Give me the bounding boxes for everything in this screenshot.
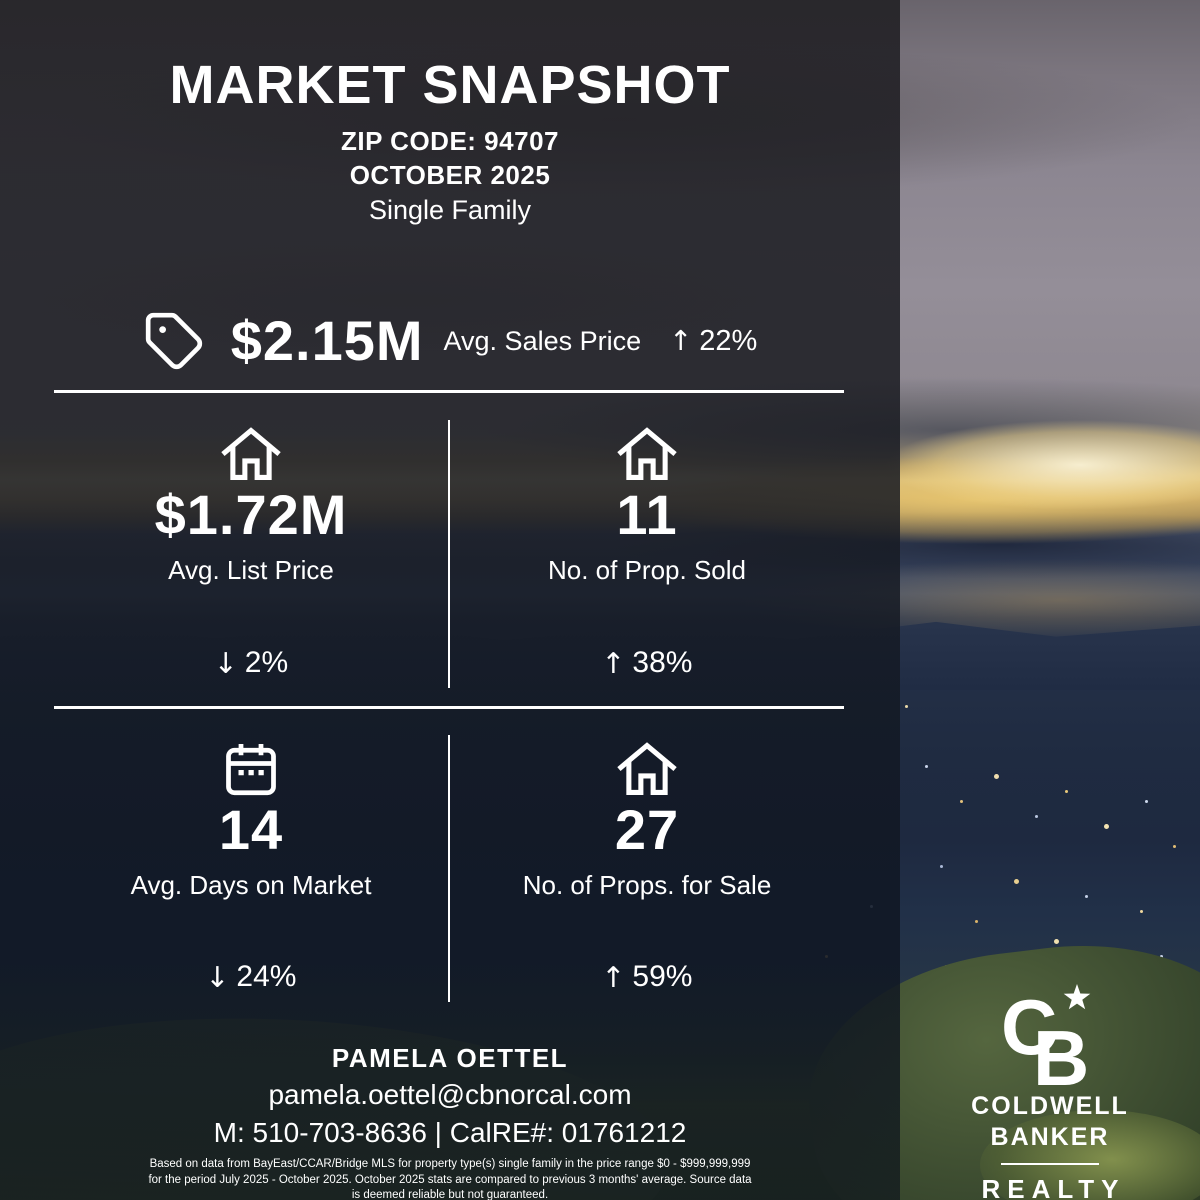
stats-row-top: $1.72M Avg. List Price ↓ 2% 11 No. of Pr… [54, 416, 844, 692]
meadow-patch [980, 1110, 1200, 1200]
svg-text:B: B [1033, 1014, 1089, 1088]
month-line: OCTOBER 2025 [349, 160, 551, 190]
delta-percent: 59% [632, 960, 693, 993]
svg-text:C: C [1001, 983, 1057, 1071]
disclaimer-text: Based on data from BayEast/CCAR/Bridge M… [148, 1158, 752, 1200]
brand-banker: BANKER [990, 1123, 1110, 1151]
cb-monogram-icon: C B [1001, 983, 1091, 1088]
city-lights [905, 705, 908, 708]
stat-value: 11 [616, 483, 678, 546]
delta-percent: 38% [632, 646, 693, 679]
brand-divider [1001, 1163, 1099, 1165]
tag-icon [143, 310, 215, 372]
calendar-icon [219, 739, 283, 799]
stat-label: No. of Props. for Sale [522, 869, 772, 900]
avg-sales-price-row: $2.15M Avg. Sales Price ↑ 22% [0, 300, 900, 382]
coldwell-banker-logo: C B COLDWELL BANKER REALTY [928, 982, 1172, 1200]
arrow-up-icon: ↑ [669, 325, 693, 357]
divider-vertical-top [448, 420, 450, 688]
property-type-line: Single Family [368, 195, 532, 225]
brand-coldwell: COLDWELL [971, 1092, 1129, 1120]
stat-props-for-sale: 27 No. of Props. for Sale ↑ 59% [450, 731, 844, 1006]
divider-vertical-bottom [448, 735, 450, 1002]
content-panel: MARKET SNAPSHOT ZIP CODE: 94707 OCTOBER … [0, 55, 900, 1200]
dark-overlay-panel [0, 0, 900, 1200]
zip-code-line: ZIP CODE: 94707 [340, 126, 559, 156]
avg-sales-price-value: $2.15M [230, 309, 424, 372]
agent-name: PAMELA OETTEL [331, 1043, 569, 1073]
stat-delta: ↓ 2% [214, 646, 288, 680]
stat-value: $1.72M [154, 483, 348, 546]
brand-realty: REALTY [981, 1174, 1126, 1200]
arrow-up-icon: ↑ [601, 646, 626, 680]
delta-percent: 24% [236, 960, 297, 993]
stat-label: Avg. Days on Market [130, 869, 372, 900]
arrow-down-icon: ↓ [213, 646, 238, 680]
agent-phone-license: M: 510-703-8636 | CalRE#: 01761212 [213, 1117, 687, 1148]
divider-horizontal-top [54, 390, 844, 393]
house-icon [219, 424, 283, 484]
stat-value: 27 [614, 798, 680, 861]
page-title: MARKET SNAPSHOT [169, 55, 731, 115]
agent-email: pamela.oettel@cbnorcal.com [268, 1079, 632, 1110]
stat-label: Avg. List Price [168, 554, 334, 585]
house-icon [615, 424, 679, 484]
avg-sales-price-delta: ↑ 22% [669, 325, 757, 358]
stat-days-on-market: 14 Avg. Days on Market ↓ 24% [54, 731, 448, 1006]
avg-sales-price-label: Avg. Sales Price [443, 325, 642, 356]
stats-row-bottom: 14 Avg. Days on Market ↓ 24% 27 No. of P… [54, 731, 844, 1006]
stat-delta: ↓ 24% [206, 960, 297, 994]
arrow-down-icon: ↓ [205, 960, 230, 994]
delta-percent: 22% [699, 324, 758, 357]
divider-horizontal-bottom [54, 706, 844, 709]
stat-props-sold: 11 No. of Prop. Sold ↑ 38% [450, 416, 844, 692]
stat-avg-list-price: $1.72M Avg. List Price ↓ 2% [54, 416, 448, 692]
house-icon [615, 739, 679, 799]
stat-label: No. of Prop. Sold [548, 554, 746, 585]
arrow-up-icon: ↑ [601, 960, 626, 994]
delta-percent: 2% [244, 646, 289, 679]
star-icon [1063, 984, 1091, 1010]
stat-delta: ↑ 59% [602, 960, 693, 994]
stat-delta: ↑ 38% [602, 646, 693, 680]
stat-value: 14 [218, 798, 284, 861]
